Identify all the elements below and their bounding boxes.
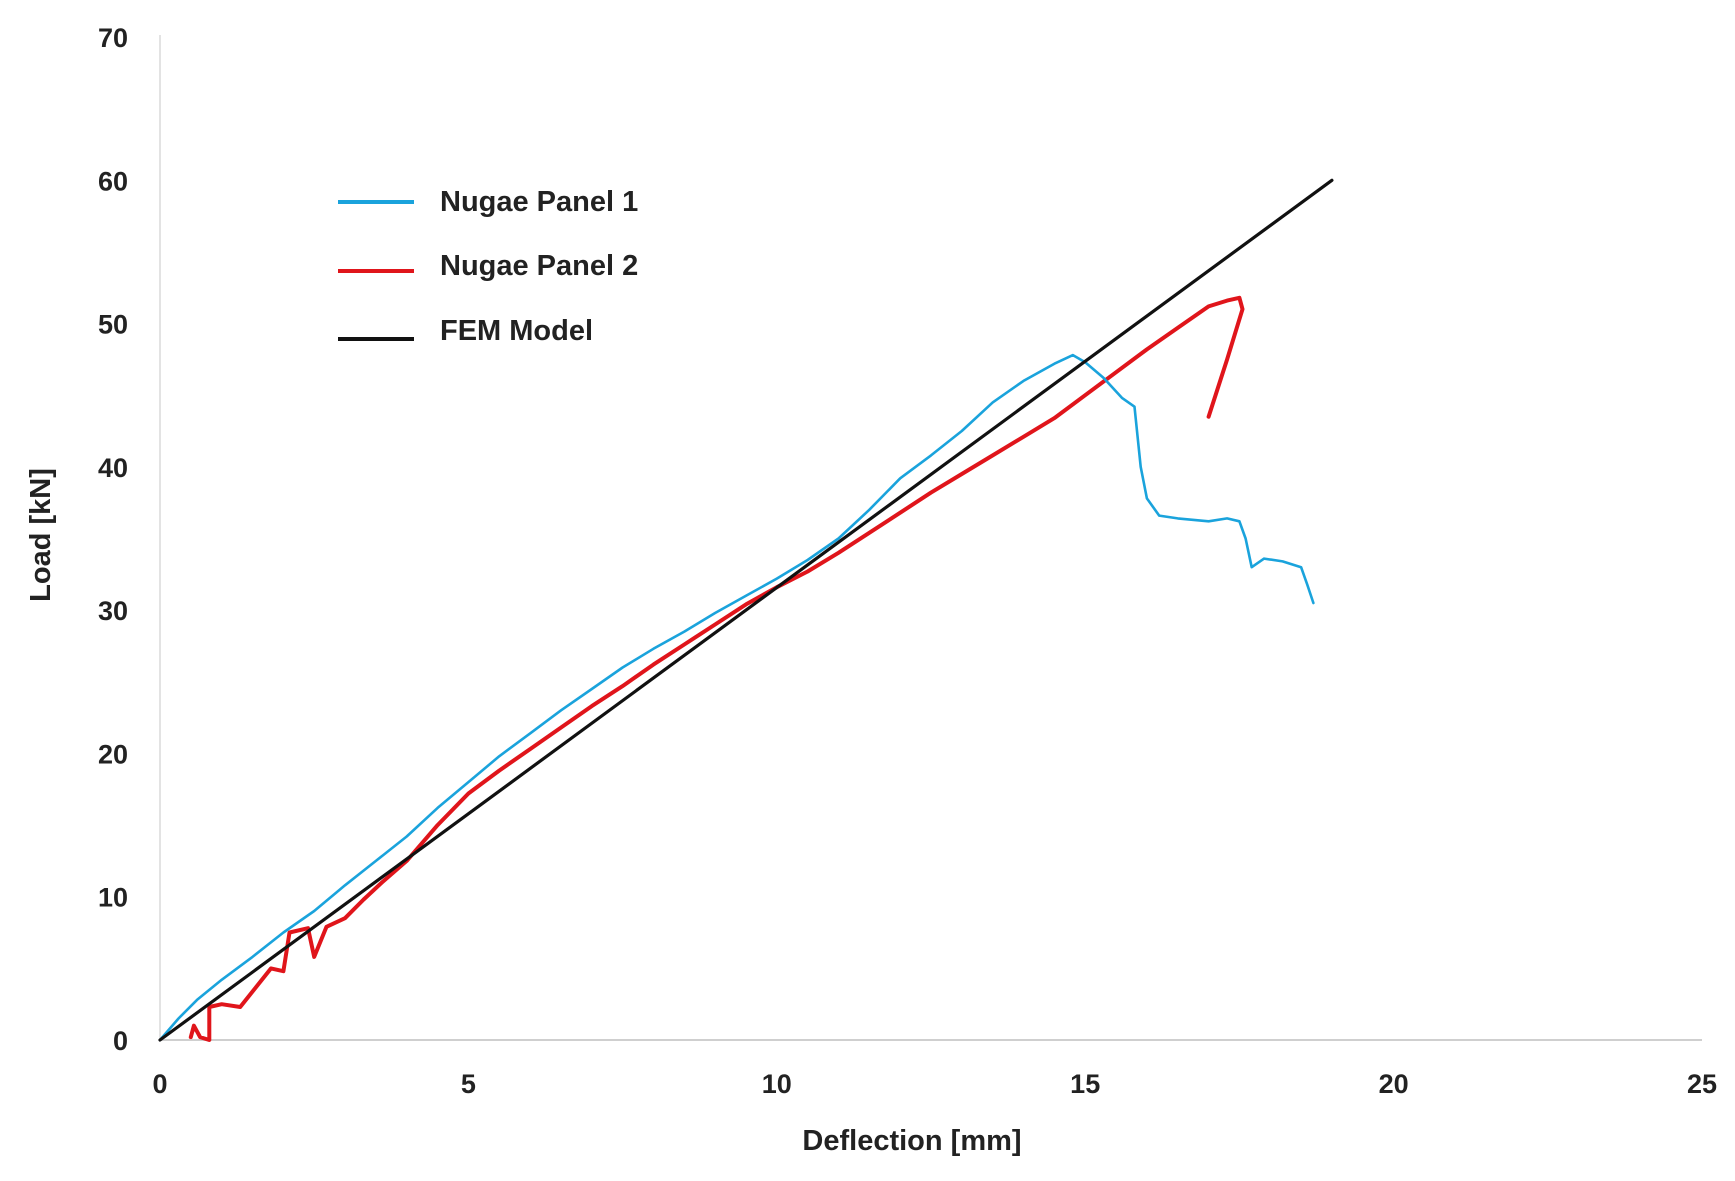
plot-series [158,178,1334,1042]
y-tick-labels: 0 10 20 30 40 50 60 70 [98,23,128,1056]
legend-label-nugae-panel-2: Nugae Panel 2 [440,250,638,282]
series-line-nugae-panel-2 [188,295,1245,1042]
x-tick-label: 5 [461,1069,476,1099]
y-tick-label: 50 [98,310,128,340]
y-axis-title: Load [kN] [25,468,57,602]
x-tick-label: 25 [1687,1069,1717,1099]
legend-item-nugae-panel-2: Nugae Panel 2 [338,250,638,282]
y-tick-label: 70 [98,23,128,53]
legend-label-fem-model: FEM Model [440,315,593,347]
x-axis-title: Deflection [mm] [802,1125,1021,1157]
y-tick-label: 40 [98,453,128,483]
legend: Nugae Panel 1 Nugae Panel 2 FEM Model [338,186,638,347]
legend-item-nugae-panel-1: Nugae Panel 1 [338,186,638,218]
y-tick-label: 60 [98,166,128,196]
y-tick-label: 10 [98,883,128,913]
y-tick-label: 30 [98,596,128,626]
x-tick-label: 10 [762,1069,792,1099]
series-line-nugae-panel-1 [158,353,1315,1042]
y-tick-label: 20 [98,739,128,769]
x-tick-label: 15 [1070,1069,1100,1099]
x-tick-label: 20 [1379,1069,1409,1099]
legend-item-fem-model: FEM Model [338,315,593,347]
y-axis: 0 10 20 30 40 50 60 70 [98,23,161,1056]
x-tick-labels: 0 5 10 15 20 25 [152,1069,1717,1099]
y-tick-label: 0 [113,1026,128,1056]
x-axis: 0 5 10 15 20 25 [152,1039,1717,1099]
legend-label-nugae-panel-1: Nugae Panel 1 [440,186,638,218]
series-line-fem-model [158,178,1334,1042]
x-tick-label: 0 [152,1069,167,1099]
